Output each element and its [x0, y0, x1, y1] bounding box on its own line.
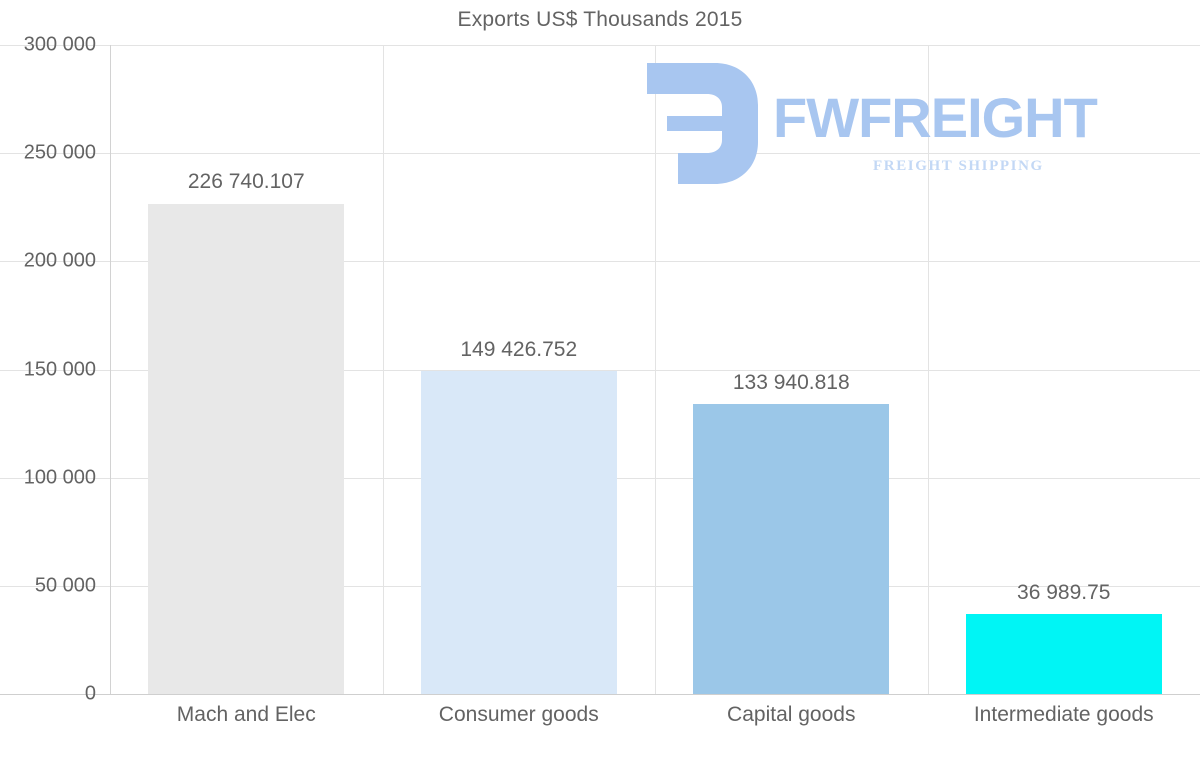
gridline-0	[0, 694, 1200, 695]
x-tick-label-3: Intermediate goods	[973, 703, 1154, 726]
chart-title: Exports US$ Thousands 2015	[457, 8, 743, 31]
y-tick-label-300000: 300 000	[23, 33, 96, 56]
y-tick-label-200000: 200 000	[23, 249, 96, 272]
category-separator-1	[383, 45, 384, 694]
bar-1[interactable]	[420, 370, 617, 694]
gridline-250000	[0, 153, 1200, 155]
y-tick-label-150000: 150 000	[23, 358, 96, 380]
y-axis-line	[110, 45, 111, 694]
bar-2[interactable]	[693, 404, 890, 694]
x-tick-label-0: Mach and Elec	[176, 703, 316, 726]
y-tick-label-0: 0	[84, 682, 96, 705]
bar-value-label-3: 36 989.75	[1017, 580, 1111, 604]
plot-area	[110, 45, 1200, 694]
x-tick-label-1: Consumer goods	[438, 703, 599, 726]
category-separator-2	[655, 45, 656, 694]
gridline-200000	[0, 261, 1200, 263]
y-tick-label-100000: 100 000	[23, 466, 96, 489]
y-tick-label-50000: 50 000	[34, 574, 96, 597]
gridline-300000	[0, 45, 1200, 46]
x-tick-label-2: Capital goods	[727, 703, 856, 726]
bar-value-label-1: 149 426.752	[460, 337, 578, 361]
bar-value-label-0: 226 740.107	[187, 170, 305, 194]
y-tick-label-250000: 250 000	[23, 141, 96, 164]
gridline-150000	[0, 369, 1200, 371]
bar-value-label-2: 133 940.818	[732, 371, 850, 395]
category-separator-3	[928, 45, 929, 694]
bar-0[interactable]	[148, 203, 345, 694]
bar-3[interactable]	[965, 613, 1162, 694]
